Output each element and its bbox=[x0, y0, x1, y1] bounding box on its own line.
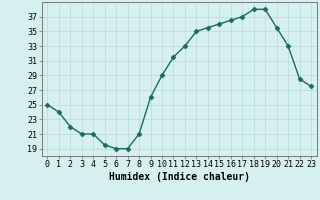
X-axis label: Humidex (Indice chaleur): Humidex (Indice chaleur) bbox=[109, 172, 250, 182]
